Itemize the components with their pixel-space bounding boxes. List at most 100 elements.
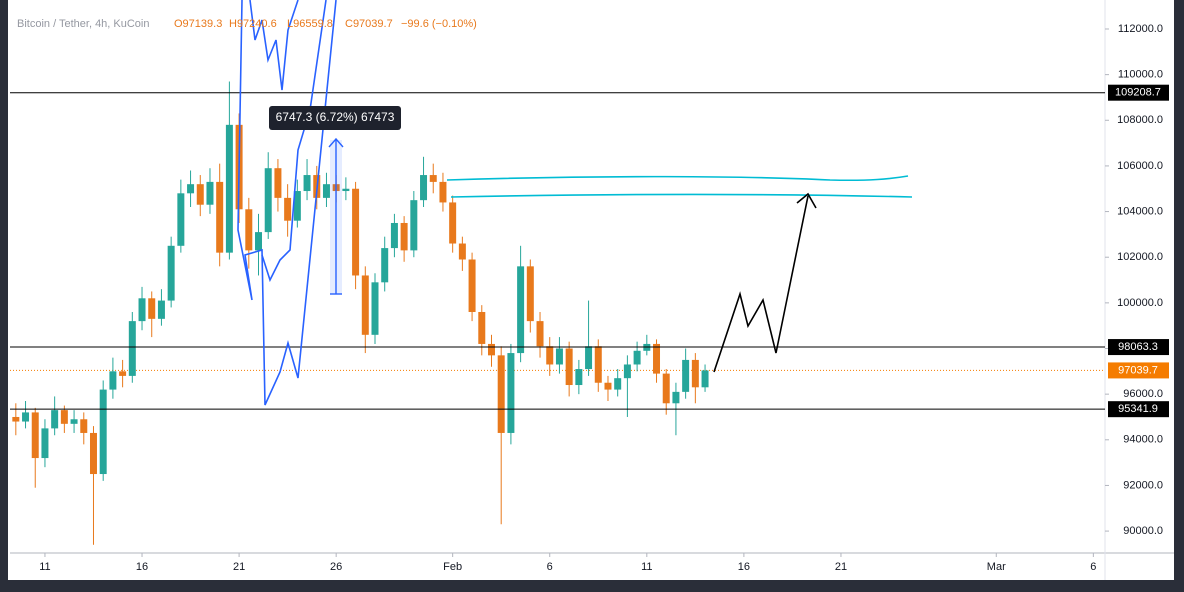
x-tick-label: 11 [641,561,652,573]
candle-body [400,222,408,251]
candle-body [51,410,59,429]
candle-body [274,168,282,198]
y-tick-label: 94000.0 [1123,434,1163,446]
y-tick-label: 110000.0 [1118,69,1163,81]
y-tick-label: 106000.0 [1117,160,1163,172]
candle-body [381,248,389,283]
candle-body [322,184,330,198]
candle-body [458,243,466,260]
candle-body [507,353,515,433]
level-label: 98063.3 [1118,341,1158,353]
open: O97139.3 [174,18,222,30]
candle-body [264,168,272,233]
x-tick-label: Mar [987,561,1006,573]
x-tick-label: 6 [547,561,553,573]
candle-body [293,191,301,221]
candle-body [99,389,107,475]
close: C97039.7 [345,18,393,30]
measure-label: 6747.3 (6.72%) 67473 [276,110,395,124]
symbol: Bitcoin / Tether, 4h, KuCoin [17,18,150,30]
candle-body [439,181,447,203]
candle-body [517,266,525,354]
candle-body [487,343,495,356]
candle-body [352,188,360,276]
candle-body [12,416,20,422]
candle-body [478,311,486,344]
candle-body [41,428,49,459]
level-label: 109208.7 [1115,87,1161,99]
y-tick-label: 96000.0 [1123,388,1163,400]
x-tick-label: 6 [1090,561,1096,573]
candle-body [420,175,428,201]
candle-body [167,245,175,301]
candle-body [216,181,224,253]
candle-body [303,175,311,192]
y-tick-label: 102000.0 [1117,251,1163,263]
candle-body [119,371,127,376]
candle-body [128,321,136,376]
chart-background [8,0,1174,580]
candle-body [284,197,292,221]
candle-body [575,369,583,386]
candle-body [70,419,78,424]
candle-body [177,193,185,246]
candle-body [623,364,631,379]
candle-body [662,373,670,404]
projection-arrow [796,192,817,209]
change: −99.6 (−0.10%) [401,18,477,30]
candle-body [187,184,195,194]
candle-body [80,419,88,433]
candle-body [89,432,97,475]
level-label-box [1108,401,1169,418]
candle-body [449,202,457,244]
candle-body [245,209,253,251]
y-tick-label: 90000.0 [1123,525,1163,537]
y-tick-label: 112000.0 [1118,23,1163,35]
x-tick-label: 16 [738,561,750,573]
candle-body [371,282,379,335]
last-price-box [1108,362,1169,379]
low: L96559.8 [287,18,333,30]
candle-body [22,412,30,422]
measure-arrow [328,137,344,148]
y-tick-label: 92000.0 [1123,479,1163,491]
high: H97240.6 [229,18,277,30]
candle-body [342,188,350,192]
candle-body [60,410,68,424]
candle-body [196,184,204,205]
resistance-drawing [446,175,909,182]
level-label-box [1108,339,1169,356]
y-tick-label: 108000.0 [1117,114,1163,126]
legend: Bitcoin / Tether, 4h, KuCoin O97139.3 H9… [17,18,477,30]
candle-body [390,222,398,249]
candle-body [682,359,690,392]
candle-body [701,370,709,388]
level-label-box [1108,84,1169,101]
x-tick-label: 26 [330,561,342,573]
candle-body [468,259,476,312]
candle-body [497,355,505,433]
last-price-label: 97039.7 [1118,364,1158,376]
candle-body [31,412,39,459]
candle-body [361,275,369,335]
candle-body [429,175,437,182]
candle-body [633,350,641,365]
candle-body [536,321,544,347]
x-tick-label: Feb [443,561,462,573]
plot-area: 90000.092000.094000.096000.098000.010000… [10,0,1174,580]
candle-body [225,124,233,253]
measure-label-box [269,106,401,130]
y-tick-label: 104000.0 [1117,205,1163,217]
candle-body [614,378,622,390]
y-tick-label: 100000.0 [1117,297,1163,309]
candle-body [410,200,418,251]
candle-body [206,181,214,205]
candle-body [691,359,699,388]
x-tick-label: 11 [39,561,50,573]
candle-body [546,346,554,365]
resistance-drawing [450,193,913,198]
level-label: 95341.9 [1118,403,1158,415]
candle-body [653,343,661,374]
candle-body [555,348,563,365]
